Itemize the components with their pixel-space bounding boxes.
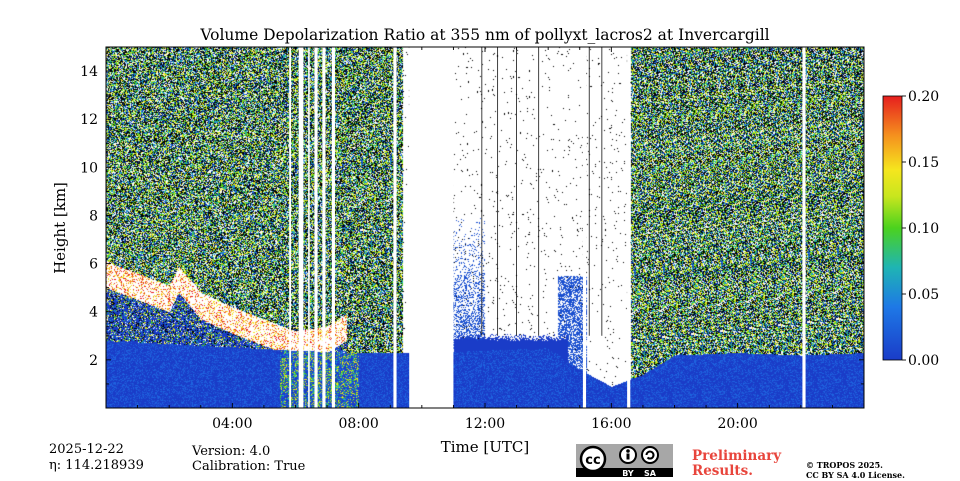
copyright-line2: CC BY SA 4.0 License. [806,470,905,480]
preliminary-line2: Results. [692,463,753,479]
signal-gap [322,47,326,408]
x-tick-label: 20:00 [717,416,757,432]
date-text: 2025-12-22 [49,442,124,457]
signal-gap [393,47,397,408]
version-text: Version: 4.0 [192,444,271,459]
y-tick-label: 2 [89,353,98,369]
x-tick-label: 04:00 [212,416,252,432]
x-axis-label: Time [UTC] [440,438,530,456]
colorbar-tick-label: 0.00 [908,353,939,369]
heatmap-image [106,47,864,408]
cc-license-badge: cc BY SA [576,444,673,478]
chart-title: Volume Depolarization Ratio at 355 nm of… [200,26,770,44]
signal-gap [802,47,806,408]
colorbar-tick-label: 0.05 [908,287,939,303]
eta-text: η: 114.218939 [49,458,144,473]
y-axis-ticks: 2 4 6 8 10 12 14 [80,64,864,385]
heatmap-raster [106,47,864,408]
x-axis-ticks: 04:00 08:00 12:00 16:00 20:00 [105,47,865,432]
x-tick-label: 16:00 [591,416,631,432]
signal-gap [582,47,587,408]
y-tick-label: 10 [80,160,98,176]
y-tick-label: 14 [80,64,98,80]
y-tick-label: 6 [89,257,98,273]
colorbar-ticks: 0.00 0.05 0.10 0.15 0.20 [902,89,939,369]
preliminary-line1: Preliminary [692,448,782,464]
x-tick-label: 12:00 [465,416,505,432]
cc-text: cc [585,453,600,468]
signal-gap [331,47,335,408]
colorbar-tick-label: 0.10 [908,221,939,237]
cc-logo-icon: cc BY SA [576,445,673,478]
signal-gap [314,47,318,408]
calibration-text: Calibration: True [192,459,306,474]
colorbar-tick-label: 0.20 [908,89,939,105]
signal-gap [627,47,631,408]
signal-gap [298,47,304,408]
colorbar-tick-label: 0.15 [908,155,939,171]
sa-text: SA [644,469,657,477]
y-tick-label: 8 [89,208,98,224]
y-axis-label: Height [km] [51,182,69,274]
signal-gap [308,47,310,408]
y-tick-label: 4 [89,305,98,321]
y-tick-label: 12 [80,112,98,128]
colorbar [882,95,903,361]
signal-gap [289,47,292,408]
copyright-line1: © TROPOS 2025. [806,460,883,470]
by-text: BY [622,469,634,477]
x-tick-label: 08:00 [338,416,378,432]
sa-icon [641,446,659,464]
signal-gap [409,47,454,408]
signal-gaps [289,47,806,408]
